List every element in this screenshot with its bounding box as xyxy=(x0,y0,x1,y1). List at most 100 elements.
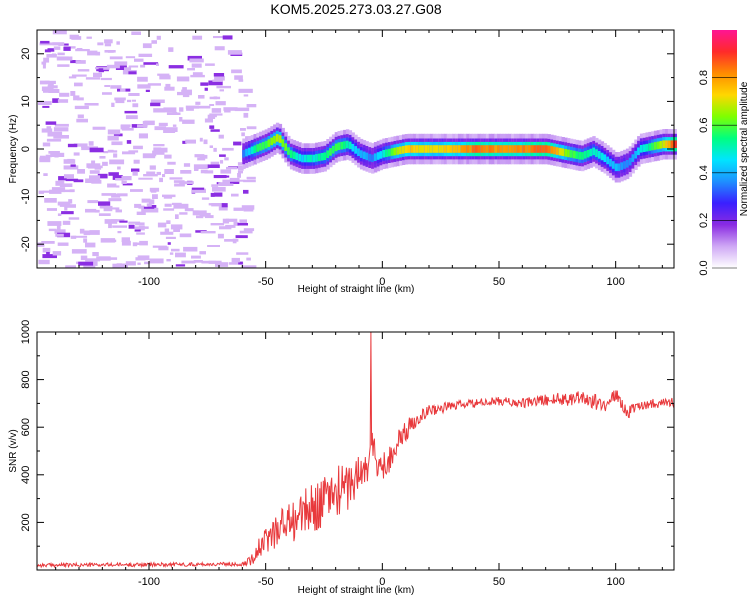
spectrogram-cell xyxy=(191,187,205,190)
spectrogram-cell xyxy=(429,145,434,153)
spectrogram-cell xyxy=(85,178,99,183)
spectrogram-cell xyxy=(415,145,420,153)
spectrogram-cell xyxy=(351,143,355,152)
spectrogram-cell xyxy=(158,246,169,251)
spectrogram-cell xyxy=(645,143,649,152)
spectrogram-cell xyxy=(544,145,549,153)
spectrogram-cell xyxy=(175,252,186,258)
snr-y-tick-label: 1000 xyxy=(20,320,32,344)
spectrogram-cell xyxy=(42,190,53,193)
spectrogram-cell xyxy=(78,261,94,266)
spectrogram-cell xyxy=(171,248,180,252)
spectrogram-cell xyxy=(295,152,299,161)
spectrogram-cell xyxy=(491,145,495,153)
spectrogram-cell xyxy=(387,148,392,157)
spectrogram-cell xyxy=(259,143,263,151)
spectrogram-cell xyxy=(359,150,364,158)
spectrogram-cell xyxy=(194,165,199,170)
spectrogram-cell xyxy=(120,125,127,130)
colorbar: 0.0 0.2 0.4 0.6 0.8 Normalized spectral ampl… xyxy=(698,30,750,276)
spectrogram-cell xyxy=(57,201,71,206)
spectrogram-cell xyxy=(237,223,248,226)
spectrogram-cell xyxy=(113,133,123,137)
figure-title: KOM5.2025.273.03.27.G08 xyxy=(270,1,441,17)
spectrogram-cell xyxy=(176,76,190,82)
spectrogram-cell xyxy=(233,207,244,211)
spectrogram-cell xyxy=(222,175,230,178)
spectrogram-cell xyxy=(204,118,213,123)
spectrogram-cell xyxy=(213,175,227,179)
spectrogram-cell xyxy=(180,170,192,174)
spectrogram-cell xyxy=(227,50,242,55)
spectrogram-cell xyxy=(81,146,94,151)
spectrogram-cell xyxy=(98,213,111,216)
spectrogram-cell xyxy=(407,145,411,153)
spectrogram-cell xyxy=(70,60,81,64)
spectrogram-cell xyxy=(63,159,76,164)
spectrogram-cell xyxy=(373,153,378,161)
spectrogram-cell xyxy=(371,154,375,163)
spectrogram-cell xyxy=(233,221,239,226)
spectrogram-cell xyxy=(185,139,196,144)
spectrogram-cell xyxy=(55,233,64,237)
spectrogram-cell xyxy=(68,76,77,79)
spectrogram-cell xyxy=(201,197,210,200)
spectrogram-cell xyxy=(174,183,185,187)
spectrogram-cell xyxy=(606,156,610,165)
spectrogram-cell xyxy=(309,154,313,163)
spectrogram-cell xyxy=(614,163,619,172)
spectrogram-cell xyxy=(246,126,257,130)
spectrogram-cell xyxy=(132,103,139,108)
spectrogram-cell xyxy=(134,226,144,230)
spectrogram-cell xyxy=(112,175,123,180)
spectrogram-cell xyxy=(449,145,453,153)
spectrogram-cell xyxy=(137,124,148,128)
spectrogram-cell xyxy=(46,54,57,58)
spectrogram-cell xyxy=(228,262,244,265)
spectrogram-cell xyxy=(128,150,139,153)
spectrogram-cell xyxy=(159,177,163,183)
spectrogram-cell xyxy=(100,77,112,81)
spectrogram-cell xyxy=(595,149,599,157)
spectrogram-y-ticks: -20 -10 0 10 20 xyxy=(20,29,674,269)
spectrogram-cell xyxy=(238,79,244,82)
spectrogram-cell xyxy=(345,140,350,149)
spectrogram-cell xyxy=(167,242,171,245)
spectrogram-cell xyxy=(128,93,140,96)
spectrogram-cell xyxy=(39,155,46,160)
spectrogram-cell xyxy=(443,145,448,153)
spectrogram-cell xyxy=(154,126,167,131)
spectrogram-cell xyxy=(115,178,124,181)
spectrogram-cell xyxy=(111,141,123,146)
spectrogram-cell xyxy=(89,230,100,235)
spectrogram-cell xyxy=(67,143,78,148)
spectrogram-cell xyxy=(200,82,209,86)
spectrogram-cell xyxy=(508,145,512,153)
spectrogram-cell xyxy=(121,237,130,243)
snr-y-tick-label: 600 xyxy=(20,418,32,436)
spectrogram-cell xyxy=(212,187,226,192)
spectrogram-cell xyxy=(168,65,184,69)
spectrogram-cell xyxy=(617,163,621,172)
spectrogram-cell xyxy=(226,166,238,170)
spectrogram-cell xyxy=(124,67,132,71)
spectrogram-cell xyxy=(230,181,240,184)
spectrogram-cell xyxy=(399,146,403,155)
spectrogram-cell xyxy=(38,101,52,105)
spectrogram-cell xyxy=(54,123,69,127)
spectrogram-cell xyxy=(323,152,327,160)
spectrogram-cell xyxy=(164,203,172,207)
spectrogram-cell xyxy=(457,145,462,153)
spectrogram-cell xyxy=(77,97,84,101)
spectrogram-cell xyxy=(39,157,51,163)
spectrogram-cell xyxy=(208,203,215,206)
spectrogram-cell xyxy=(42,64,46,69)
spectrogram-cell xyxy=(611,161,616,169)
spectrogram-cell xyxy=(172,124,177,127)
spectrogram-cell xyxy=(211,184,219,187)
spectrogram-cell xyxy=(134,58,144,62)
spectrogram-cell xyxy=(583,151,588,159)
spectrogram-cell xyxy=(162,194,176,198)
